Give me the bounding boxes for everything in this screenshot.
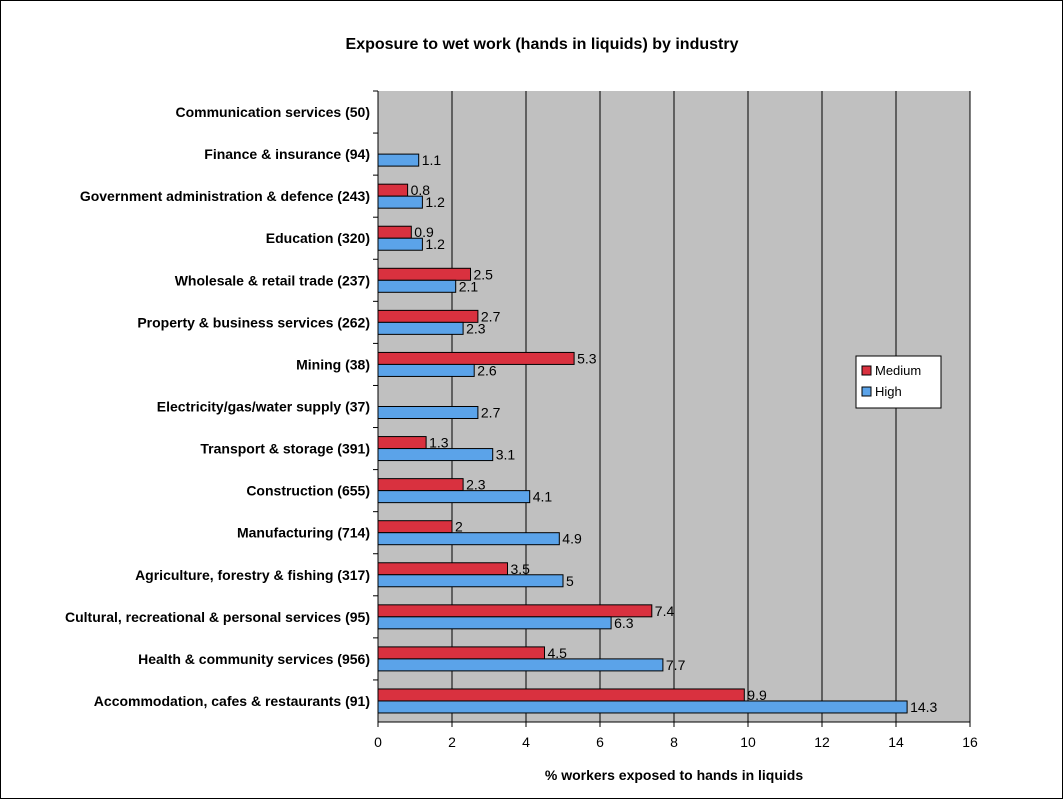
legend-box	[855, 355, 942, 409]
category-label: Transport & storage (391)	[200, 441, 370, 457]
x-tick-label: 2	[448, 734, 456, 750]
category-label: Cultural, recreational & personal servic…	[65, 609, 370, 625]
category-label: Wholesale & retail trade (237)	[175, 272, 370, 288]
chart-title: Exposure to wet work (hands in liquids) …	[346, 36, 739, 53]
data-label-high: 1.2	[425, 194, 445, 210]
data-label-high: 5	[566, 573, 574, 589]
category-labels: Communication services (50) Finance & ins…	[65, 90, 378, 709]
data-label-medium: 9.9	[747, 687, 767, 703]
data-label-medium: 0.8	[411, 182, 431, 198]
legend-swatch-medium	[861, 365, 872, 376]
data-label-high: 1.1	[422, 152, 442, 168]
x-tick-label: 4	[522, 734, 530, 750]
bar-medium	[377, 351, 575, 365]
gridlines	[451, 91, 971, 722]
x-tick-label: 0	[374, 734, 382, 750]
data-label-medium: 3.5	[511, 561, 531, 577]
x-tick-label: 14	[888, 734, 904, 750]
bar-high	[377, 406, 479, 419]
bar-medium	[377, 478, 464, 492]
x-tick-label: 12	[814, 734, 830, 750]
data-label-medium: 4.5	[548, 645, 568, 661]
x-axis-ticks: 0 2 4 6 8 10 12 14 16	[374, 722, 978, 750]
bar-high	[377, 363, 475, 377]
legend-label-high: High	[875, 384, 902, 399]
data-label-medium: 5.3	[577, 350, 597, 366]
bar-medium	[377, 183, 409, 197]
data-label-medium: 1.3	[429, 435, 449, 451]
bar-medium	[377, 225, 412, 239]
bar-medium	[377, 688, 745, 702]
category-label: Finance & insurance (94)	[204, 146, 370, 162]
data-label-high: 4.9	[562, 531, 582, 547]
legend-label-medium: Medium	[875, 363, 921, 378]
category-label: Construction (655)	[246, 483, 370, 499]
x-tick-label: 8	[670, 734, 678, 750]
x-tick-label: 16	[962, 734, 978, 750]
bar-medium	[377, 646, 545, 660]
category-label: Government administration & defence (243…	[80, 188, 370, 204]
data-label-medium: 7.4	[655, 603, 675, 619]
category-label: Education (320)	[266, 230, 370, 246]
category-label: Property & business services (262)	[137, 314, 370, 330]
x-tick-label: 6	[596, 734, 604, 750]
legend-swatch-high	[861, 386, 872, 397]
bar-high	[377, 321, 464, 335]
x-tick-label: 10	[740, 734, 756, 750]
bar-high	[377, 532, 560, 546]
bar-medium	[377, 562, 508, 576]
category-label: Accommodation, cafes & restaurants (91)	[94, 693, 370, 709]
data-label-high: 2.3	[466, 320, 486, 336]
bar-medium	[377, 309, 479, 323]
bar-high	[377, 279, 457, 293]
bar-high	[377, 616, 612, 630]
data-label-high: 2.7	[481, 405, 501, 421]
data-label-medium: 0.9	[414, 224, 434, 240]
category-label: Electricity/gas/water supply (37)	[157, 399, 370, 415]
category-label: Communication services (50)	[175, 104, 370, 120]
category-label: Mining (38)	[296, 356, 370, 372]
data-label-medium: 2.5	[474, 266, 494, 282]
data-label-high: 2.1	[459, 278, 479, 294]
data-label-high: 1.2	[425, 236, 445, 252]
bar-high	[377, 658, 664, 672]
category-label: Agriculture, forestry & fishing (317)	[135, 567, 370, 583]
bars	[377, 153, 908, 714]
bar-high	[377, 490, 531, 504]
data-labels: 1.10.81.20.91.22.52.12.72.35.32.62.71.33…	[411, 152, 938, 715]
bar-high	[377, 153, 420, 167]
bar-medium	[377, 436, 427, 450]
bar-medium	[377, 604, 653, 618]
data-label-medium: 2.3	[466, 477, 486, 493]
data-label-high: 4.1	[533, 489, 553, 505]
category-label: Health & community services (956)	[138, 651, 370, 667]
legend: Medium High	[855, 355, 942, 409]
data-label-high: 3.1	[496, 447, 516, 463]
bar-medium	[377, 520, 453, 534]
data-label-high: 6.3	[614, 615, 634, 631]
category-label: Manufacturing (714)	[237, 525, 370, 541]
data-label-medium: 2.7	[481, 308, 501, 324]
bar-high	[377, 574, 564, 588]
data-label-high: 14.3	[910, 699, 937, 715]
bar-medium	[377, 267, 471, 281]
data-label-high: 7.7	[666, 657, 686, 673]
data-label-medium: 2	[455, 519, 463, 535]
bar-high	[377, 700, 908, 714]
data-label-high: 2.6	[477, 362, 497, 378]
x-axis-title: % workers exposed to hands in liquids	[545, 767, 803, 783]
